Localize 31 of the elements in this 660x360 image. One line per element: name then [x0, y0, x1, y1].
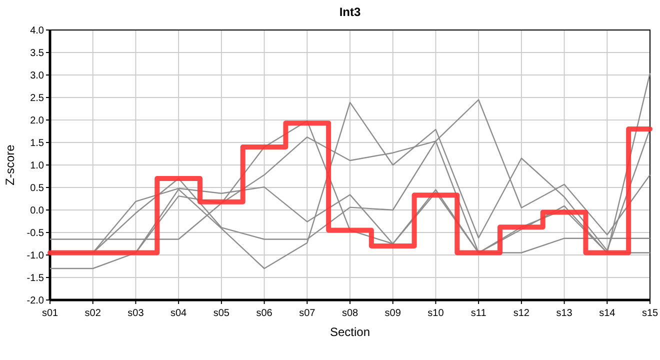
x-axis-title: Section [330, 325, 370, 339]
y-tick-label: -0.5 [26, 228, 44, 239]
x-tick-label: s07 [299, 308, 316, 319]
y-tick-label: 2.5 [30, 93, 44, 104]
y-axis-title: Z-score [3, 144, 17, 186]
x-tick-label: s04 [170, 308, 188, 319]
y-tick-label: 3.0 [30, 70, 44, 82]
x-tick-label: s03 [128, 308, 144, 319]
x-tick-label: s09 [384, 308, 402, 319]
y-tick-label: 1.0 [30, 160, 44, 172]
y-tick-label: -1.0 [26, 250, 44, 262]
y-tick-label: 0.5 [30, 183, 44, 194]
x-tick-label: s08 [342, 308, 358, 319]
y-tick-label: -1.5 [26, 273, 44, 284]
y-tick-label: 4.0 [30, 26, 44, 36]
x-tick-label: s11 [470, 308, 487, 319]
x-tick-label: s06 [256, 308, 273, 319]
x-tick-label: s02 [84, 308, 102, 319]
x-tick-label: s05 [213, 308, 230, 319]
y-tick-label: 0.0 [30, 206, 44, 216]
x-tick-label: s15 [642, 308, 658, 319]
chart-title: Int3 [339, 5, 361, 19]
x-tick-label: s13 [556, 308, 573, 319]
y-tick-label: 1.5 [30, 138, 44, 149]
x-tick-label: s01 [42, 308, 58, 319]
y-tick-label: -2.0 [26, 296, 44, 306]
y-tick-label: 2.0 [30, 116, 44, 126]
y-tick-label: 3.5 [30, 48, 44, 59]
x-tick-label: s12 [513, 308, 530, 319]
x-tick-label: s14 [599, 308, 616, 319]
x-tick-label: s10 [428, 308, 444, 319]
